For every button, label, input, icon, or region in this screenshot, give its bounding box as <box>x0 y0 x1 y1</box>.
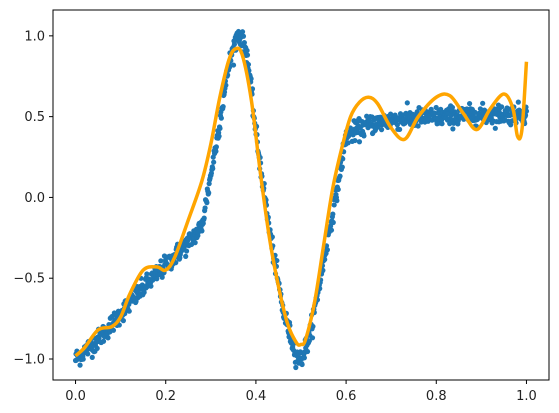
x-tick-label: 0.8 <box>426 389 447 404</box>
scatter-point <box>508 122 514 128</box>
scatter-point <box>378 127 385 133</box>
scatter-point <box>299 361 305 368</box>
scatter-point <box>80 356 86 362</box>
scatter-point <box>241 39 247 46</box>
axes: 0.0 0.2 0.4 0.6 0.8 1.0 −1.0 −0.5 0.0 0.5 1.0 <box>13 29 536 404</box>
x-tick-label: 0.0 <box>65 389 86 404</box>
scatter-point <box>183 248 190 254</box>
scatter-point <box>220 103 226 110</box>
scatter-point <box>202 205 208 211</box>
y-tick-label: −0.5 <box>13 272 45 287</box>
scatter-point <box>204 200 210 206</box>
x-tick-label: 0.6 <box>336 389 357 404</box>
scatter-point <box>450 126 456 132</box>
x-tick-label: 0.2 <box>155 389 176 404</box>
scatter-point <box>218 115 224 121</box>
y-tick-label: 1.0 <box>24 29 45 44</box>
scatter-point <box>361 133 367 139</box>
scatter-point <box>330 219 336 226</box>
scatter-point <box>356 139 363 145</box>
x-tick-label: 1.0 <box>516 389 537 404</box>
scatter-point <box>309 335 316 341</box>
scatter-point <box>274 257 280 264</box>
scatter-point <box>447 121 453 127</box>
scatter-point <box>144 271 150 277</box>
scatter-point <box>217 125 223 132</box>
scatter-point <box>394 122 400 128</box>
scatter-point <box>340 156 346 162</box>
scatter-point <box>345 140 351 146</box>
scatter-point <box>328 227 335 233</box>
scatter-point <box>230 62 237 68</box>
plot-frame <box>52 9 550 381</box>
scatter-point <box>335 186 341 193</box>
scatter-point <box>397 126 403 133</box>
scatter-point <box>206 190 212 196</box>
scatter-point <box>304 348 311 355</box>
scatter-point <box>105 335 111 341</box>
y-tick-label: 0.0 <box>24 191 45 206</box>
y-tick-label: −1.0 <box>13 352 45 367</box>
scatter-point <box>515 99 521 105</box>
scatter-point <box>245 61 252 68</box>
scatter-point <box>116 322 122 328</box>
scatter-point <box>94 345 100 351</box>
scatter-point <box>439 121 445 127</box>
scatter-point <box>183 253 189 259</box>
scatter-point <box>216 133 222 139</box>
scatter-point <box>199 228 205 234</box>
scatter-point <box>449 104 456 111</box>
scatter-point <box>100 338 107 344</box>
scatter-point <box>244 52 251 58</box>
scatter-point <box>331 202 337 208</box>
scatter-point <box>337 173 343 179</box>
scatter-point <box>213 148 219 154</box>
scatter-point <box>415 123 421 129</box>
scatter-point <box>244 47 250 54</box>
scatter-point <box>89 354 95 360</box>
scatter-point <box>154 276 160 282</box>
scatter-point <box>201 215 207 221</box>
scatter-point <box>480 100 486 106</box>
scatter-point <box>310 323 316 330</box>
plot-background <box>53 10 549 380</box>
y-tick-label: 0.5 <box>24 110 45 125</box>
x-tick-label: 0.4 <box>246 389 267 404</box>
scatter-point <box>110 327 117 333</box>
scatter-point <box>210 165 216 172</box>
scatter-point <box>334 198 340 204</box>
fit-line <box>74 46 529 358</box>
scatter-point <box>120 318 126 324</box>
scatter-point <box>466 100 473 107</box>
scatter-point <box>327 223 334 229</box>
scatter-point <box>499 104 505 110</box>
scatter-point <box>352 137 358 144</box>
scatter-point <box>324 247 330 253</box>
scatter-point <box>239 29 246 35</box>
scatter-point <box>339 164 345 170</box>
scatter-point <box>235 28 242 35</box>
scatter-point <box>492 125 498 131</box>
scatter-point <box>375 124 381 130</box>
scatter-point <box>301 355 307 361</box>
scatter-point <box>85 351 91 357</box>
scatter-point <box>248 76 254 82</box>
scatter-point <box>330 211 336 217</box>
scatter-point <box>159 274 165 280</box>
scatter-point <box>231 41 238 47</box>
scatter-point <box>192 240 198 246</box>
scatter-point <box>148 283 154 289</box>
scatter-point <box>404 100 410 106</box>
scatter-point <box>158 258 164 264</box>
scatter-point <box>213 144 219 150</box>
scatter-point <box>141 289 147 295</box>
scatter-point <box>211 159 217 165</box>
scatter-point <box>77 362 83 368</box>
scatter-point <box>240 33 247 39</box>
scatter-point <box>206 181 212 187</box>
scatter-point <box>293 364 299 371</box>
scatter-point <box>126 308 132 314</box>
